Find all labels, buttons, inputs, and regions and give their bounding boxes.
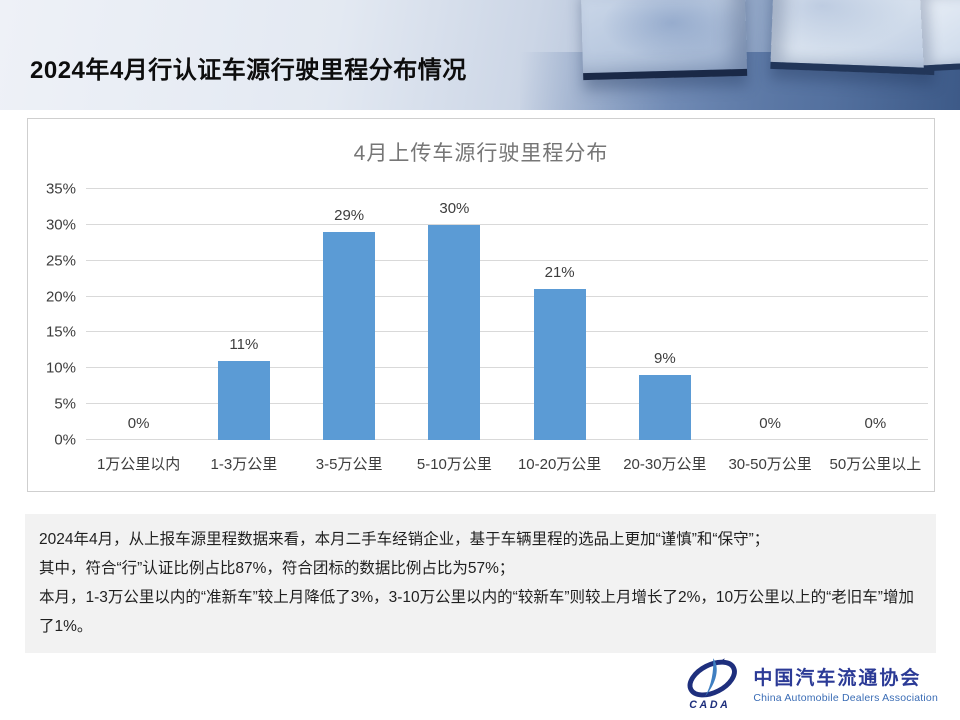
header-banner: 2024年4月行认证车源行驶里程分布情况	[0, 0, 960, 110]
x-category-label: 30-50万公里	[728, 456, 812, 473]
cada-emblem-icon: CADA	[687, 658, 738, 710]
bar-value-label: 0%	[759, 415, 781, 432]
y-tick-label: 5%	[54, 395, 76, 413]
globe-cube-icon	[580, 0, 748, 81]
bar-value-label: 9%	[654, 350, 676, 368]
gridline	[86, 223, 928, 225]
x-category-label: 3-5万公里	[315, 456, 383, 473]
y-tick-label: 35%	[45, 180, 76, 198]
gridline	[86, 367, 928, 369]
header-cubes-artwork	[520, 0, 960, 110]
x-category-label: 5-10万公里	[416, 456, 492, 473]
bar-value-label: 29%	[334, 207, 365, 225]
y-tick-label: 10%	[45, 359, 76, 377]
y-tick-label: 30%	[45, 216, 76, 234]
gridline	[86, 331, 928, 333]
logo-name-english: China Automobile Dealers Association	[753, 691, 938, 704]
bar-value-label: 30%	[439, 199, 470, 217]
logo-name-chinese: 中国汽车流通协会	[753, 667, 922, 689]
analysis-notes: 2024年4月，从上报车源里程数据来看，本月二手车经销企业，基于车辆里程的选品上…	[25, 514, 936, 653]
bar	[428, 224, 481, 440]
globe-cube-icon	[770, 0, 938, 76]
globe-cube-icon	[920, 0, 960, 72]
bar-value-label: 21%	[544, 264, 575, 282]
bar	[533, 289, 586, 440]
bar-value-label: 0%	[127, 415, 150, 432]
y-tick-label: 25%	[45, 252, 76, 270]
cada-logo: CADA 中国汽车流通协会 China Automobile Dealers A…	[683, 656, 938, 710]
x-category-label: 10-20万公里	[517, 456, 602, 473]
y-tick-label: 15%	[45, 323, 76, 341]
gridline	[86, 439, 928, 440]
x-category-label: 1万公里以内	[96, 456, 181, 473]
x-axis: 1万公里以内 1-3万公里 3-5万公里 5-10万公里 10-20万公里 20-30万公…	[86, 453, 928, 474]
logo-text: 中国汽车流通协会 China Automobile Dealers Associ…	[753, 663, 938, 704]
y-axis: 0% 5% 10% 15% 20% 25% 30% 35%	[28, 181, 82, 449]
y-tick-label: 20%	[45, 288, 76, 306]
x-category-label: 50万公里以上	[829, 456, 922, 473]
plot-area: 0% 11% 29% 30% 21% 9% 0% 0%	[86, 188, 928, 440]
bar-value-label: 0%	[864, 415, 887, 432]
x-category-label: 1-3万公里	[210, 456, 278, 473]
bar	[217, 361, 270, 440]
chart-title: 4月上传车源行驶里程分布	[353, 142, 609, 165]
note-line: 其中，符合“行”认证比例占比87%，符合团标的数据比例占比为57%；	[39, 560, 515, 577]
gridline	[86, 295, 928, 297]
gridline	[86, 188, 928, 189]
y-tick-label: 0%	[54, 431, 76, 449]
svg-text:CADA: CADA	[690, 699, 731, 710]
page-title: 2024年4月行认证车源行驶里程分布情况	[30, 57, 467, 84]
bar	[638, 375, 691, 440]
gridline	[86, 259, 928, 261]
mileage-distribution-chart: 4月上传车源行驶里程分布 0% 5% 10% 15% 20% 25% 30% 35% 0% 11…	[27, 118, 935, 492]
bar	[323, 232, 376, 440]
bar-value-label: 11%	[229, 336, 259, 354]
x-category-label: 20-30万公里	[623, 456, 707, 473]
gridline	[86, 403, 928, 405]
note-line: 本月，1-3万公里以内的“准新车”较上月降低了3%，3-10万公里以内的“较新车…	[39, 589, 914, 635]
note-line: 2024年4月，从上报车源里程数据来看，本月二手车经销企业，基于车辆里程的选品上…	[39, 531, 770, 548]
